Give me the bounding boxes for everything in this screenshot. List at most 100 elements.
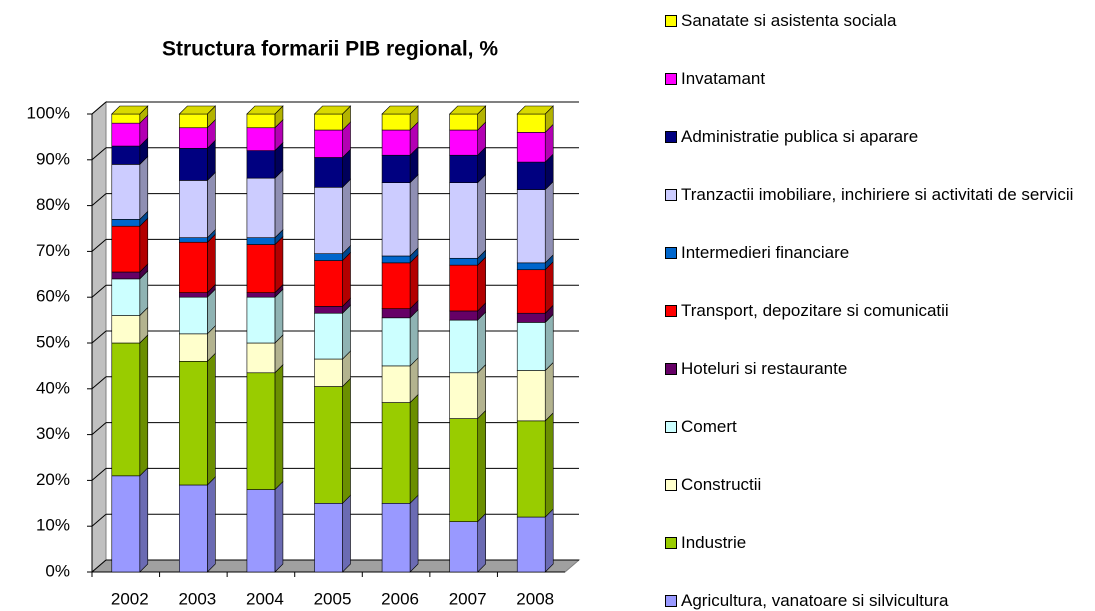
bar-side [544, 508, 554, 573]
legend-item: Agricultura, vanatoare si silvicultura [665, 591, 1081, 610]
bar-segment [381, 129, 411, 156]
legend-item: Transport, depozitare si comunicatii [665, 301, 1081, 320]
legend-item: Hoteluri si restaurante [665, 359, 1081, 378]
bar-segment [179, 241, 208, 293]
bar-segment [246, 150, 276, 179]
bar-side [274, 235, 284, 294]
chart-title: Structura formarii PIB regional, % [162, 38, 498, 61]
legend-swatch [665, 595, 677, 607]
grid-line [91, 468, 107, 481]
legend-item: Sanatate si asistenta sociala [665, 11, 1081, 30]
y-tick-label: 40% [36, 378, 70, 397]
bar-segment [246, 292, 276, 298]
x-tick-label: 2003 [178, 589, 216, 608]
bar-segment [314, 186, 343, 254]
grid-line [91, 101, 107, 115]
bar-segment [449, 154, 478, 184]
bar-top [448, 105, 487, 115]
x-tick-label: 2006 [381, 589, 419, 608]
bar-segment [381, 502, 411, 573]
bar-segment [516, 161, 546, 190]
bar-segment [381, 113, 411, 131]
y-tick-label: 50% [36, 332, 70, 351]
y-tick-label: 20% [36, 470, 70, 489]
bar-segment [381, 317, 411, 367]
bar-segment [179, 361, 208, 486]
bar-side [544, 361, 554, 422]
bar-segment [314, 113, 343, 131]
bar-segment [111, 315, 141, 344]
bar-side [544, 260, 554, 314]
bar-segment [516, 262, 546, 271]
bar-segment [449, 372, 478, 419]
bar-segment [179, 148, 208, 181]
bar-segment [179, 237, 208, 243]
bar-segment [381, 308, 411, 319]
grid-line [91, 330, 107, 344]
bar-top [178, 105, 217, 115]
bar-segment [516, 312, 546, 323]
bar-side [544, 313, 554, 372]
bar-segment [516, 322, 546, 371]
bar-segment [179, 113, 208, 129]
bar-segment [246, 177, 276, 238]
bar-segment [314, 358, 343, 387]
grid-line [91, 376, 107, 390]
legend-label: Agricultura, vanatoare si silvicultura [681, 591, 949, 610]
bar-segment [516, 516, 546, 573]
bar-segment [449, 264, 478, 312]
legend-label: Transport, depozitare si comunicatii [681, 301, 949, 320]
bar-segment [179, 333, 208, 362]
bar-segment [314, 386, 343, 504]
bar-segment [111, 475, 141, 573]
bar-segment [314, 502, 343, 573]
bar-segment [449, 521, 478, 573]
y-tick-label: 60% [36, 287, 70, 306]
grid-line [91, 559, 107, 573]
y-tick-label: 90% [36, 149, 70, 168]
bar-segment [314, 260, 343, 307]
bar-segment [449, 319, 478, 374]
legend-label: Industrie [681, 533, 747, 552]
legend-swatch [665, 363, 677, 375]
bar-segment [314, 253, 343, 261]
bar-side [207, 233, 216, 294]
legend-swatch [665, 189, 677, 201]
bar-side [342, 494, 351, 573]
x-tick-label: 2005 [314, 589, 352, 608]
grid-line [91, 422, 107, 435]
bar-side [342, 178, 351, 255]
bar-side [342, 251, 351, 308]
chart: Structura formarii PIB regional, % 0% 10%… [27, 38, 581, 608]
grid-line [91, 147, 107, 161]
y-tick-label: 80% [36, 195, 70, 214]
y-tick-label: 0% [45, 561, 70, 580]
x-tick-label: 2008 [516, 589, 554, 608]
legend-item: Tranzactii imobiliare, inchiriere si act… [665, 185, 1081, 204]
legend-item: Industrie [665, 533, 1081, 552]
grid-line [91, 193, 107, 206]
bar-top [516, 105, 554, 115]
bar-segment [111, 225, 141, 273]
bar-segment [111, 122, 141, 147]
bar-top [313, 105, 352, 115]
bar-side [544, 412, 554, 518]
bar-segment [381, 402, 411, 504]
bar-side [274, 480, 284, 573]
bar-side [409, 494, 419, 573]
bar-segment [246, 489, 276, 573]
legend-swatch [665, 73, 677, 85]
bar-segment [246, 127, 276, 151]
legend-label: Administratie publica si aparare [681, 127, 919, 146]
bar-side [409, 309, 419, 367]
bar-side [207, 171, 216, 239]
legend-swatch [665, 421, 677, 433]
legend-label: Comert [681, 417, 737, 436]
bar-segment [516, 370, 546, 422]
y-tick-label: 70% [36, 241, 70, 260]
grid-line [91, 284, 107, 298]
bar-segment [179, 484, 208, 573]
grid-line [91, 239, 107, 252]
x-tick-label: 2002 [111, 589, 149, 608]
y-tick-label: 30% [36, 424, 70, 443]
